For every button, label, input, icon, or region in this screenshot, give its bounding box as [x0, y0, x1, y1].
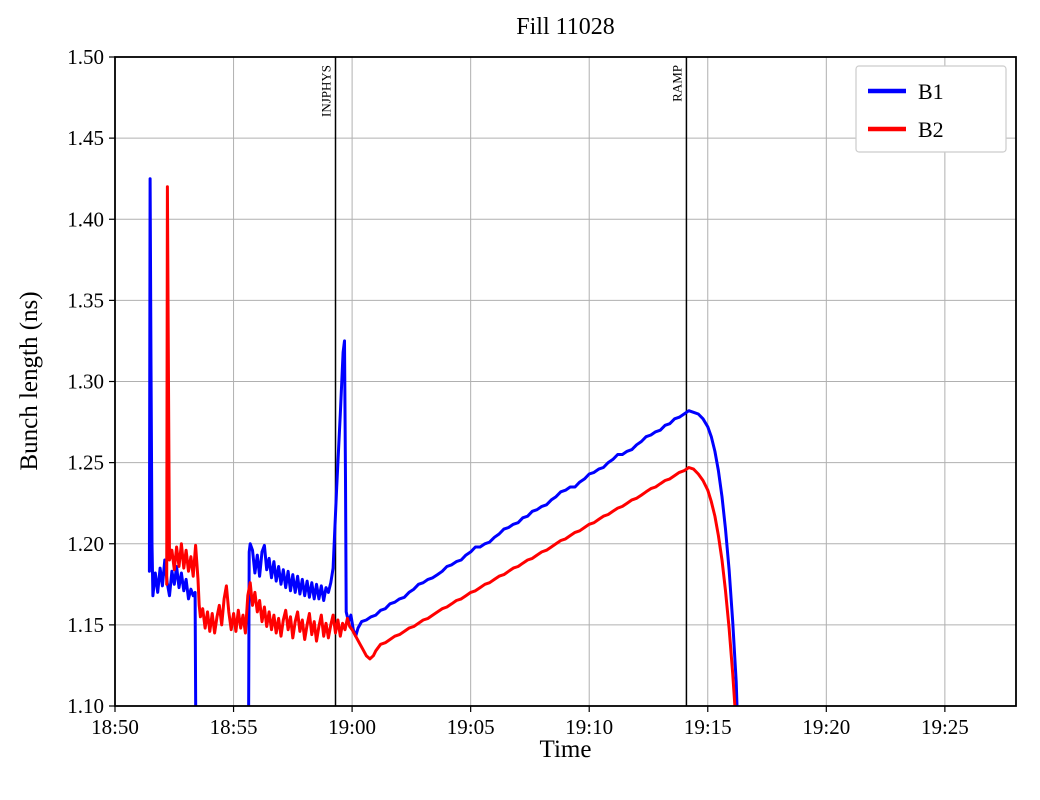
x-tick-label: 19:00 [328, 715, 376, 739]
y-tick-label: 1.10 [67, 694, 104, 718]
event-label-ramp: RAMP [669, 65, 684, 102]
y-tick-label: 1.15 [67, 613, 104, 637]
series-line-b2 [165, 185, 737, 706]
y-tick-label: 1.35 [67, 288, 104, 312]
y-tick-label: 1.50 [67, 45, 104, 69]
series-line-b1 [147, 177, 739, 706]
event-label-injphys: INJPHYS [319, 65, 334, 117]
x-tick-label: 19:10 [565, 715, 613, 739]
x-tick-label: 18:50 [91, 715, 139, 739]
y-tick-label: 1.20 [67, 532, 104, 556]
chart-title: Fill 11028 [516, 14, 615, 40]
x-axis-title: Time [539, 736, 592, 763]
y-tick-label: 1.45 [67, 126, 104, 150]
y-axis-title: Bunch length (ns) [16, 291, 43, 471]
y-tick-label: 1.30 [67, 370, 104, 394]
y-tick-label: 1.25 [67, 451, 104, 475]
x-tick-label: 19:05 [447, 715, 495, 739]
x-tick-label: 19:15 [684, 715, 732, 739]
legend-label-b1: B1 [918, 79, 944, 104]
x-tick-label: 18:55 [210, 715, 258, 739]
y-tick-label: 1.40 [67, 207, 104, 231]
x-tick-label: 19:20 [802, 715, 850, 739]
legend-label-b2: B2 [918, 117, 944, 142]
x-tick-label: 19:25 [921, 715, 969, 739]
